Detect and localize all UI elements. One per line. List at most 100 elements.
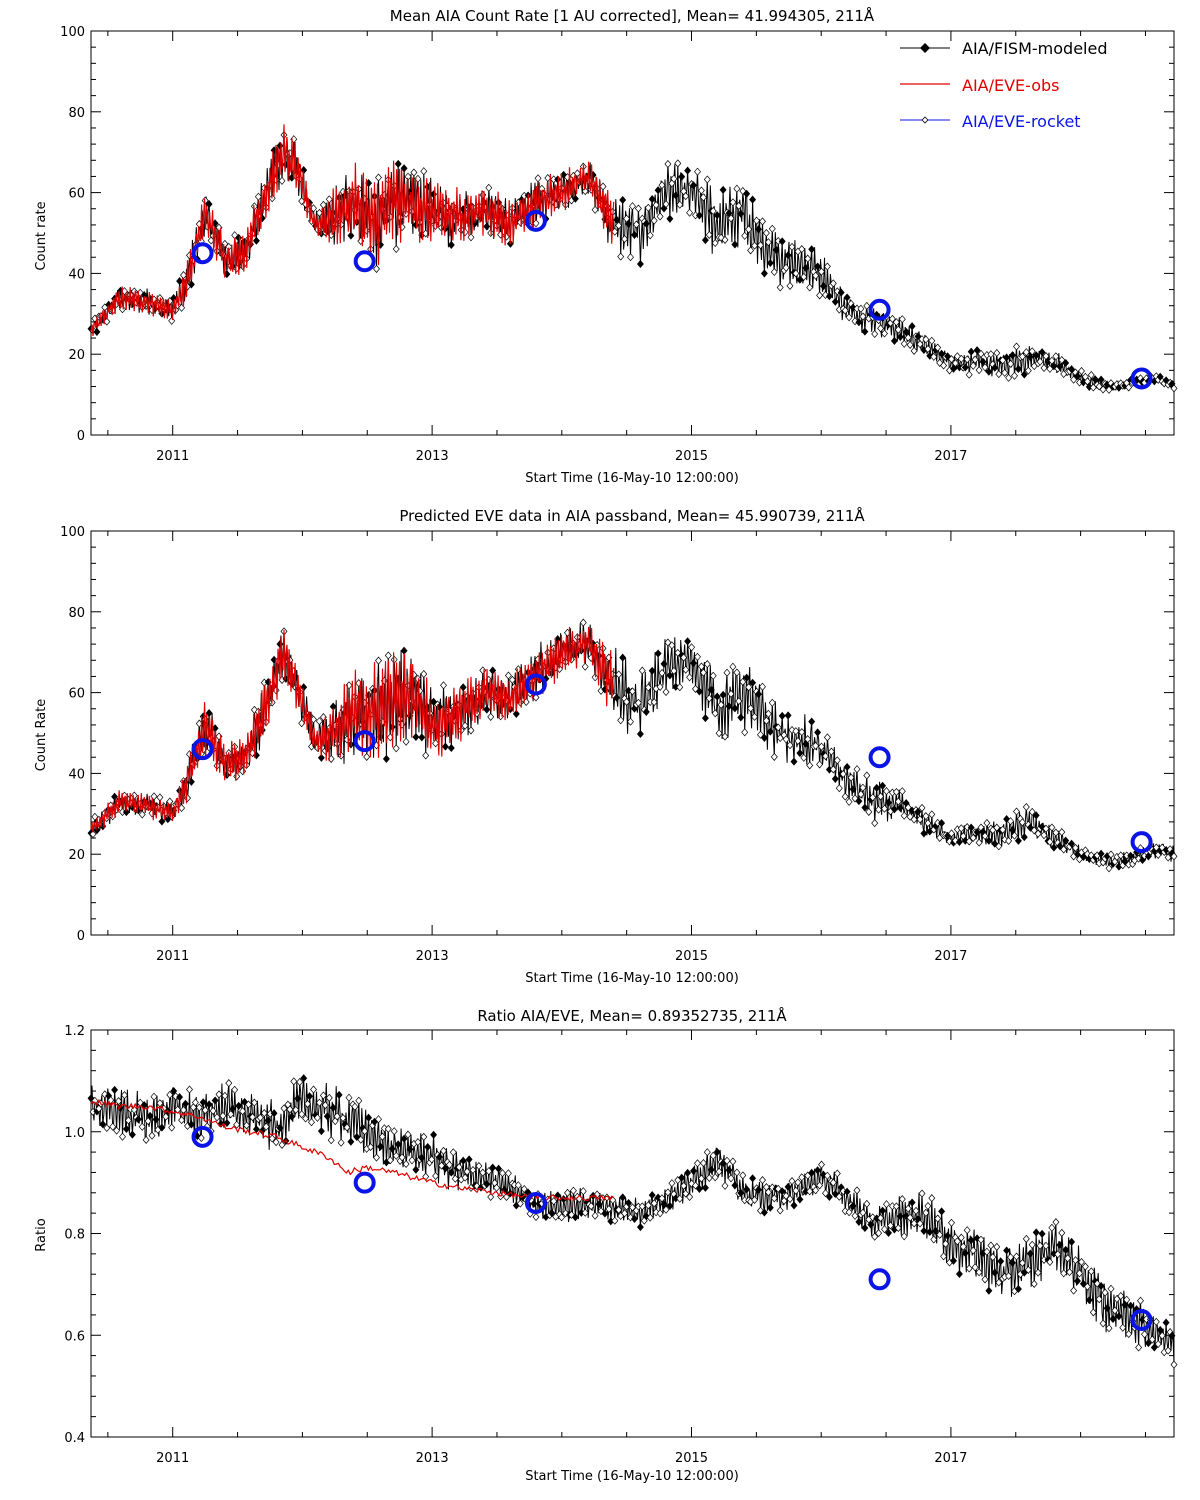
fism-data-point xyxy=(1081,1262,1089,1271)
fism-data-point xyxy=(315,208,323,217)
fism-data-point xyxy=(829,279,837,288)
series-line-fism-modeled xyxy=(90,1078,1175,1365)
fism-data-point xyxy=(743,189,751,198)
fism-data-point xyxy=(642,219,650,228)
fism-data-point xyxy=(747,704,755,713)
rocket-point xyxy=(353,1171,376,1194)
x-tick-label: 2017 xyxy=(934,449,967,464)
fism-data-point xyxy=(794,1178,802,1187)
fism-data-point xyxy=(1162,1318,1170,1327)
fism-data-point xyxy=(782,263,790,272)
fism-data-point xyxy=(729,662,737,671)
fism-data-point xyxy=(115,1097,123,1106)
rocket-point xyxy=(1130,367,1153,390)
fism-data-point xyxy=(1099,385,1107,394)
fism-data-point xyxy=(1105,385,1113,394)
fism-data-point xyxy=(121,1091,128,1100)
fism-data-point xyxy=(1062,836,1070,845)
legend-marker-rocket xyxy=(921,116,929,124)
fism-data-point xyxy=(745,683,753,692)
fism-data-point xyxy=(666,1201,674,1210)
fism-data-point xyxy=(1109,1314,1117,1323)
fism-data-point xyxy=(666,214,674,223)
fism-data-point xyxy=(286,1105,294,1114)
fism-data-point xyxy=(1005,1271,1013,1281)
fism-data-point xyxy=(225,1079,233,1088)
fism-data-point xyxy=(382,754,390,763)
legend: AIA/FISM-modeled AIA/EVE-obs AIA/EVE-roc… xyxy=(900,39,1107,131)
fism-data-point xyxy=(721,235,729,244)
rocket-point xyxy=(191,738,214,761)
fism-data-point xyxy=(215,1090,223,1099)
rocket-point xyxy=(191,242,214,265)
fism-data-point xyxy=(735,697,743,706)
fism-data-point xyxy=(713,692,721,701)
fism-data-point xyxy=(1032,1228,1040,1237)
plot-frame xyxy=(90,530,1175,936)
fism-data-point xyxy=(715,1167,723,1176)
fism-data-point xyxy=(975,1268,983,1277)
fism-data-point xyxy=(885,1228,892,1237)
fism-data-point xyxy=(1056,842,1064,851)
fism-data-point xyxy=(520,1184,528,1194)
fism-data-point xyxy=(668,641,676,650)
fism-data-point xyxy=(778,1187,786,1196)
fism-data-point xyxy=(965,370,973,379)
fism-data-point xyxy=(782,735,790,744)
fism-data-point xyxy=(855,797,863,806)
fism-data-point xyxy=(176,1093,184,1102)
y-tick-label: 20 xyxy=(68,848,85,863)
fism-data-point xyxy=(814,728,822,737)
fism-data-point xyxy=(1111,1306,1119,1315)
fism-data-point xyxy=(654,186,662,195)
fism-data-point xyxy=(1121,857,1129,866)
fism-data-point xyxy=(686,673,694,682)
fism-data-point xyxy=(711,238,719,248)
fism-data-point xyxy=(776,283,784,292)
fism-data-point xyxy=(782,1191,790,1200)
fism-data-point xyxy=(313,1113,321,1122)
fism-data-point xyxy=(985,367,993,376)
fism-data-point xyxy=(441,742,449,751)
fism-data-point xyxy=(1097,849,1105,858)
fism-data-point xyxy=(1042,1241,1050,1250)
fism-data-point xyxy=(156,1099,164,1108)
fism-data-point xyxy=(684,1168,692,1177)
rocket-point xyxy=(524,673,547,696)
fism-data-point xyxy=(1144,1339,1152,1348)
fism-data-point xyxy=(1028,1240,1036,1249)
fism-data-point xyxy=(138,1122,146,1131)
fism-data-point xyxy=(252,1125,260,1134)
fism-data-point xyxy=(682,665,690,674)
fism-data-point xyxy=(867,1220,875,1229)
y-tick-label: 80 xyxy=(68,106,85,121)
fism-data-point xyxy=(1030,1279,1038,1288)
fism-data-point xyxy=(981,363,989,372)
fism-data-point xyxy=(823,262,831,271)
fism-data-point xyxy=(948,355,955,364)
fism-data-point xyxy=(959,1242,967,1251)
fism-data-point xyxy=(1170,1360,1178,1369)
fism-data-point xyxy=(636,1223,644,1232)
fism-data-point xyxy=(148,1131,156,1140)
fism-data-point xyxy=(887,1221,894,1230)
fism-data-point xyxy=(707,685,715,694)
fism-data-point xyxy=(534,174,542,183)
fism-data-point xyxy=(211,1096,219,1105)
fism-data-point xyxy=(1005,373,1013,382)
fism-data-point xyxy=(636,259,644,269)
fism-data-point xyxy=(877,792,885,801)
fism-data-point xyxy=(690,1166,697,1175)
fism-data-point xyxy=(1058,355,1066,365)
fism-data-point xyxy=(638,666,646,675)
fism-data-point xyxy=(625,219,633,228)
fism-data-point xyxy=(455,1163,463,1172)
fism-data-point xyxy=(981,831,989,841)
fism-data-point xyxy=(613,215,621,224)
fism-data-point xyxy=(914,807,922,816)
fism-data-point xyxy=(1007,359,1015,368)
fism-data-point xyxy=(924,1201,932,1211)
fism-data-point xyxy=(463,1167,471,1176)
fism-data-point xyxy=(857,304,865,313)
fism-data-point xyxy=(418,1153,426,1162)
